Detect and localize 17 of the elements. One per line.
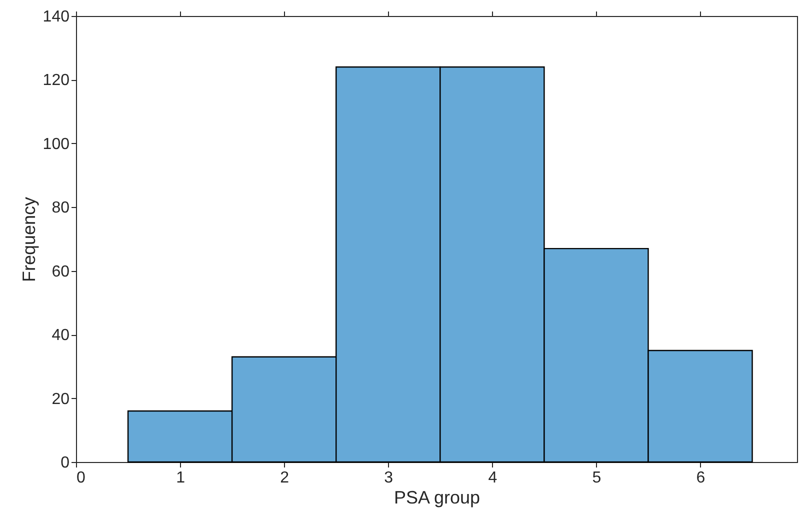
y-tick-label: 80 [52, 200, 70, 217]
x-tick-label: 3 [384, 470, 394, 486]
y-tick-label: 140 [42, 8, 70, 26]
x-tick-label: 1 [176, 470, 186, 486]
y-axis-title: Frequency [18, 196, 39, 282]
y-tick-label: 0 [60, 454, 70, 472]
x-tick-label: 2 [280, 470, 290, 486]
y-tick-label: 100 [42, 136, 70, 153]
x-tick-label: 6 [696, 470, 706, 486]
x-tick-label: 4 [488, 470, 498, 486]
y-tick-label: 120 [42, 72, 70, 90]
y-tick-label: 60 [52, 263, 70, 280]
x-tick-label: 5 [592, 470, 602, 486]
y-tick-label: 20 [52, 390, 70, 408]
x-tick-label: 0 [76, 470, 86, 486]
y-tick-label: 40 [52, 327, 70, 344]
x-axis-title: PSA group [394, 488, 480, 508]
